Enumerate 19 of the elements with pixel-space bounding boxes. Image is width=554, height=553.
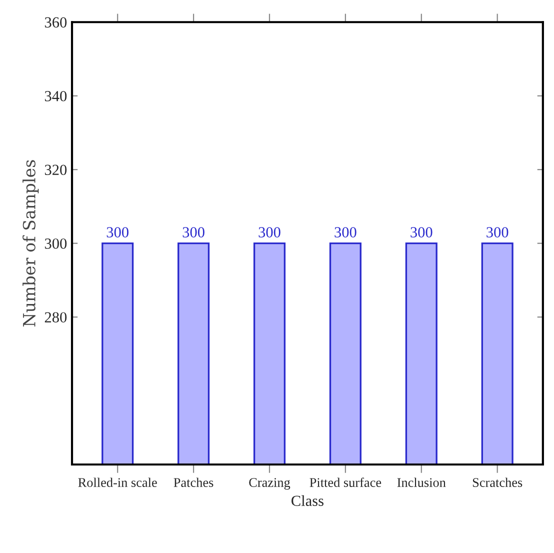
x-axis-title: Class xyxy=(292,495,324,506)
data-label: 300 xyxy=(182,227,204,238)
data-label: 300 xyxy=(486,227,508,238)
y-tick-label: 300 xyxy=(44,238,67,249)
x-tick-label: Rolled-in scale xyxy=(78,478,157,487)
x-tick-label: Patches xyxy=(174,478,214,487)
y-tick-label: 340 xyxy=(44,90,67,102)
y-tick-label: 360 xyxy=(44,17,67,28)
data-label: 300 xyxy=(334,227,356,238)
data-label: 300 xyxy=(106,227,128,238)
data-label: 300 xyxy=(258,227,280,238)
y-tick-label: 320 xyxy=(44,164,67,176)
x-tick-label: Inclusion xyxy=(397,478,446,487)
x-tick-label: Scratches xyxy=(472,478,522,487)
y-tick-label: 280 xyxy=(44,312,67,323)
x-tick-label: Pitted surface xyxy=(310,478,382,487)
x-tick-label: Crazing xyxy=(249,478,290,490)
data-label: 300 xyxy=(410,227,432,238)
y-axis-title: Number of Samples xyxy=(22,160,39,326)
